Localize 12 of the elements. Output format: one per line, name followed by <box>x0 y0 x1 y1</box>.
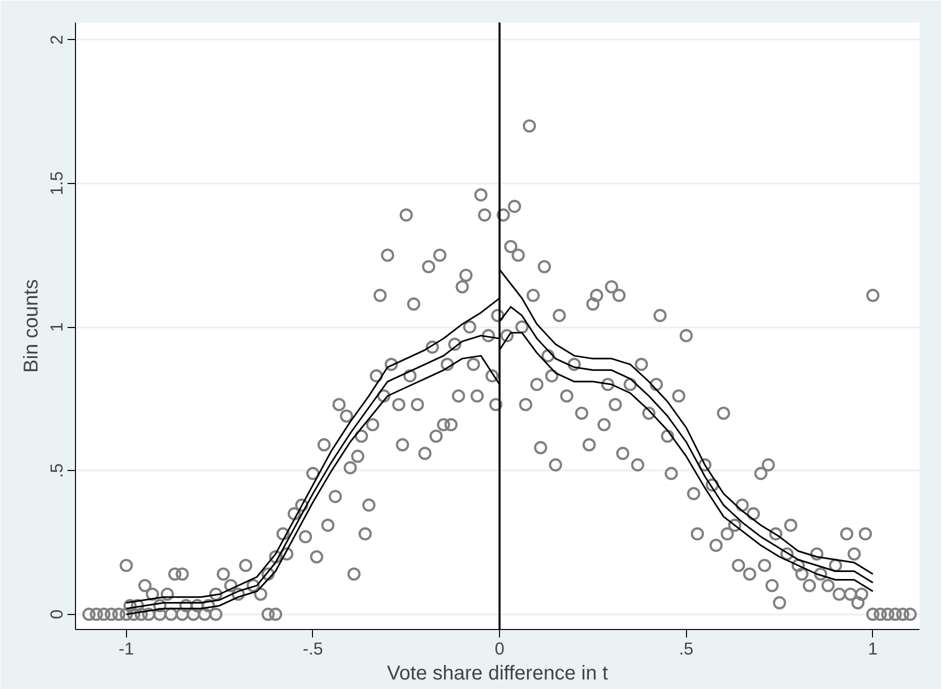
x-tick-label: 1 <box>868 638 878 658</box>
y-axis-title: Bin counts <box>20 279 42 373</box>
x-axis-title: Vote share difference in t <box>387 662 608 684</box>
x-tick-label: -1 <box>118 638 134 658</box>
y-tick-label: .5 <box>46 463 66 478</box>
y-tick-label: 1 <box>46 322 66 332</box>
y-tick-label: 1.5 <box>46 171 66 196</box>
y-tick-label: 2 <box>46 34 66 45</box>
x-tick-label: .5 <box>678 638 694 658</box>
x-tick-label: -.5 <box>302 638 324 658</box>
y-tick-label: 0 <box>46 609 66 620</box>
x-tick-label: 0 <box>494 638 504 658</box>
